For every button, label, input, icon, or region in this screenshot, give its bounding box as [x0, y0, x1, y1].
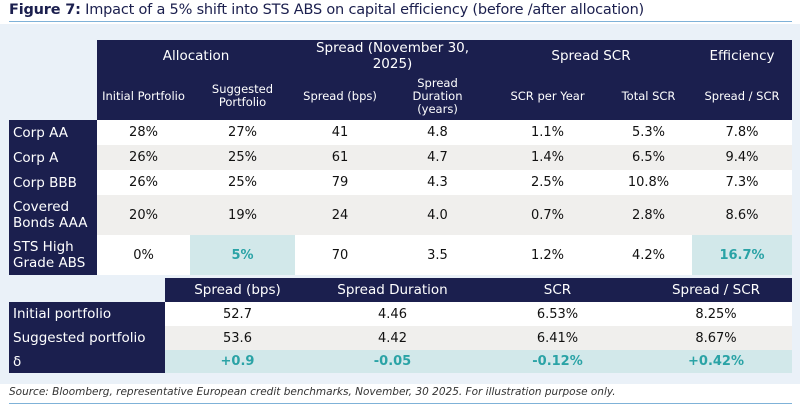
row-label: Corp BBB — [9, 170, 97, 195]
table-cell: 2.5% — [490, 170, 606, 195]
table-cell: 5.3% — [605, 120, 693, 145]
table-cell: -0.12% — [475, 350, 640, 373]
row-label: Corp A — [9, 145, 97, 170]
source-note: Source: Bloomberg, representative Europe… — [9, 386, 616, 398]
table-cell: 27% — [190, 120, 295, 145]
column-header: Spread Duration (years) — [385, 72, 491, 120]
table-cell: 4.42 — [310, 326, 475, 350]
figure-number: Figure 7: — [9, 2, 81, 18]
table-cell: 26% — [97, 170, 190, 195]
column-header: SCR — [475, 278, 640, 302]
group-header: Allocation — [97, 40, 295, 72]
table-cell: 26% — [97, 145, 190, 170]
table-cell: 53.6 — [165, 326, 310, 350]
figure-caption: Impact of a 5% shift into STS ABS on cap… — [85, 2, 645, 18]
row-label: STS High Grade ABS — [9, 235, 97, 275]
group-header: Spread (November 30, 2025) — [295, 40, 491, 72]
table-row: Corp A 26% 25% 61 4.7 1.4% 6.5% 9.4% — [9, 145, 793, 170]
table-row: δ +0.9 -0.05 -0.12% +0.42% — [9, 350, 792, 373]
table-cell: 1.2% — [490, 235, 606, 275]
figure-title: Figure 7: Impact of a 5% shift into STS … — [9, 2, 644, 18]
table-cell: 0% — [97, 235, 190, 275]
table-cell: 0.7% — [490, 195, 606, 235]
table-cell: +0.42% — [640, 350, 792, 373]
column-header: Spread (bps) — [295, 72, 385, 120]
column-header: Spread / SCR — [640, 278, 792, 302]
column-header: Initial Portfolio — [97, 72, 190, 120]
table-cell: 8.25% — [640, 302, 792, 326]
table-cell: 24 — [295, 195, 385, 235]
source-rule — [9, 403, 792, 404]
table-cell: 7.8% — [692, 120, 793, 145]
group-header: Efficiency — [692, 40, 793, 72]
row-label: Corp AA — [9, 120, 97, 145]
table-cell: 19% — [190, 195, 295, 235]
table-cell: 25% — [190, 145, 295, 170]
portfolio-summary-table: Spread (bps) Spread Duration SCR Spread … — [9, 278, 792, 373]
table-cell: 25% — [190, 170, 295, 195]
table-cell: 7.3% — [692, 170, 793, 195]
column-header: Spread (bps) — [165, 278, 310, 302]
table-cell: 41 — [295, 120, 385, 145]
column-header: SCR per Year — [490, 72, 606, 120]
table-cell: 70 — [295, 235, 385, 275]
table-cell: 4.3 — [385, 170, 491, 195]
table-cell: 1.4% — [490, 145, 606, 170]
table-cell: 9.4% — [692, 145, 793, 170]
column-header: Spread Duration — [310, 278, 475, 302]
row-label: Initial portfolio — [9, 302, 165, 326]
table-row: Initial portfolio 52.7 4.46 6.53% 8.25% — [9, 302, 792, 326]
column-header: Total SCR — [605, 72, 693, 120]
column-header: Spread / SCR — [692, 72, 793, 120]
table-cell: 2.8% — [605, 195, 693, 235]
table-cell: 28% — [97, 120, 190, 145]
table-cell: 6.53% — [475, 302, 640, 326]
table-cell: 79 — [295, 170, 385, 195]
column-header: Suggested Portfolio — [190, 72, 295, 120]
table-cell: 1.1% — [490, 120, 606, 145]
table-cell: 6.5% — [605, 145, 693, 170]
table-cell: -0.05 — [310, 350, 475, 373]
table-cell: 8.67% — [640, 326, 792, 350]
table-cell: 16.7% — [692, 235, 793, 275]
table-cell: 5% — [190, 235, 295, 275]
table-row: Corp BBB 26% 25% 79 4.3 2.5% 10.8% 7.3% — [9, 170, 793, 195]
table-cell: 4.7 — [385, 145, 491, 170]
table-cell: 4.2% — [605, 235, 693, 275]
row-label: Covered Bonds AAA — [9, 195, 97, 235]
table-row: Suggested portfolio 53.6 4.42 6.41% 8.67% — [9, 326, 792, 350]
table-cell: 20% — [97, 195, 190, 235]
table-row: Covered Bonds AAA 20% 19% 24 4.0 0.7% 2.8% 8.6% — [9, 195, 793, 235]
allocation-table: Allocation Spread (November 30, 2025) Sp… — [9, 40, 793, 275]
row-label: δ — [9, 350, 165, 373]
table-cell: 4.46 — [310, 302, 475, 326]
table-cell: 52.7 — [165, 302, 310, 326]
table-cell: 3.5 — [385, 235, 491, 275]
row-label: Suggested portfolio — [9, 326, 165, 350]
table-cell: 10.8% — [605, 170, 693, 195]
table-cell: 4.0 — [385, 195, 491, 235]
table-cell: 8.6% — [692, 195, 793, 235]
table-cell: +0.9 — [165, 350, 310, 373]
corner-cell — [9, 278, 165, 302]
table-row: STS High Grade ABS 0% 5% 70 3.5 1.2% 4.2% 16.7% — [9, 235, 793, 275]
table-cell: 6.41% — [475, 326, 640, 350]
table-row: Corp AA 28% 27% 41 4.8 1.1% 5.3% 7.8% — [9, 120, 793, 145]
corner-cell — [9, 40, 97, 72]
title-rule — [9, 21, 792, 22]
table-cell: 61 — [295, 145, 385, 170]
table-cell: 4.8 — [385, 120, 491, 145]
group-header: Spread SCR — [490, 40, 693, 72]
corner-cell — [9, 72, 97, 120]
